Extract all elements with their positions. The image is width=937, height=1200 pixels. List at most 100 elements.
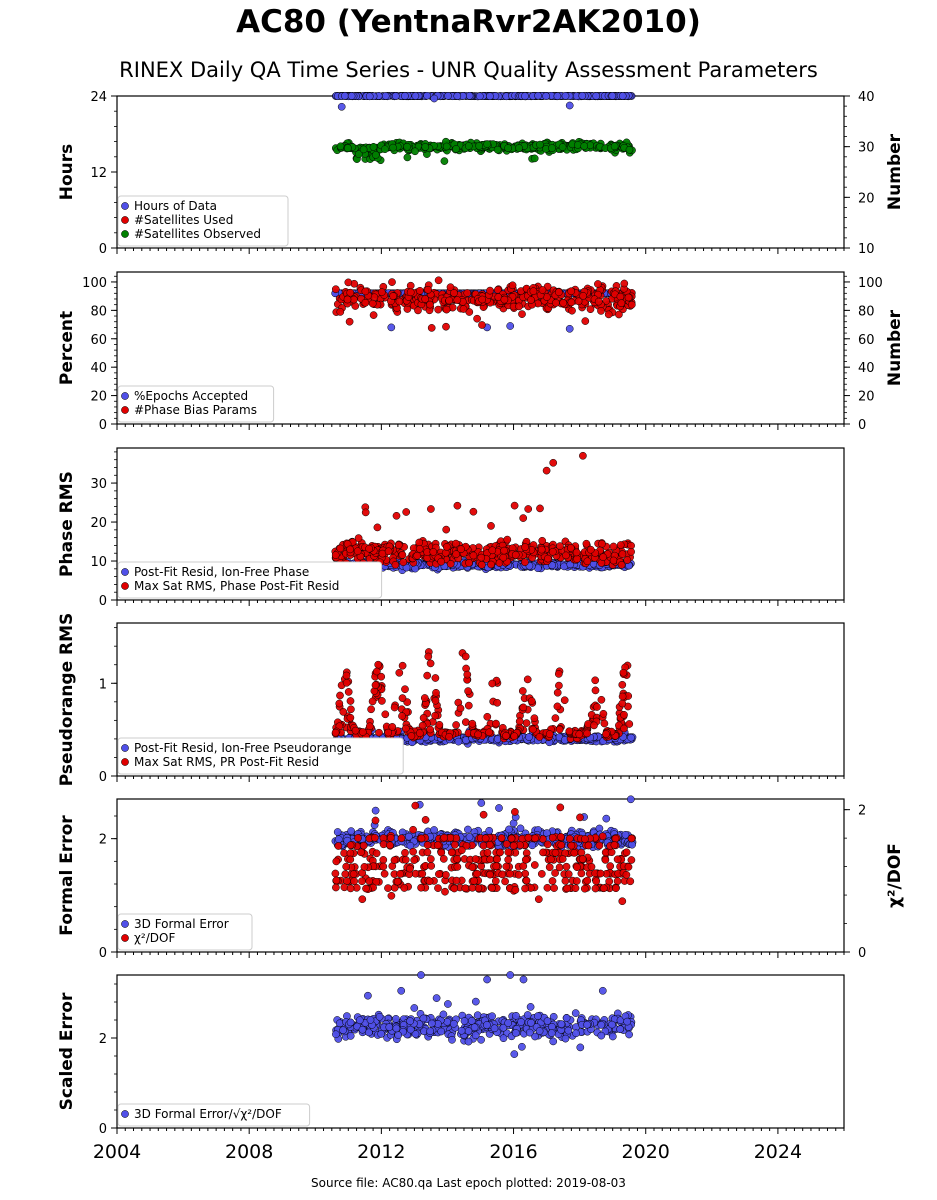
series-point [368,299,377,308]
series-point [592,92,601,100]
panel-3: 0 10 20 30 Phase RMS Post-Fit Resid, Ion-Free… [57,447,845,609]
series-point [486,92,494,101]
legend-box [117,913,253,951]
series-point [572,877,581,885]
series-point [354,150,363,159]
series-point [417,834,426,843]
series-point [406,288,415,297]
series-point [409,847,417,856]
legend-marker [121,202,129,210]
outlier-point [549,458,558,467]
series-point [346,545,354,554]
series-point [620,710,628,719]
series-point [426,659,435,668]
series-point [435,720,444,729]
series-point [504,855,513,864]
series-point [421,816,430,824]
series-point [360,863,369,871]
series-point [627,856,636,864]
series-point [452,721,460,729]
series-point [567,287,576,296]
series-point [462,841,471,850]
y-tick-label: 2 [99,833,107,848]
y-tick-label: 2 [99,1032,107,1047]
series-point [403,153,412,162]
series-point [411,869,420,878]
series-point [454,737,463,746]
y-right-tick-label: 20 [858,390,875,405]
series-point [371,806,380,815]
series-point [440,157,449,165]
series-point [342,671,351,680]
y-tick-label: 0 [99,242,107,257]
series-point [359,145,368,154]
series-point [457,545,465,554]
series-point [384,728,393,737]
series-point [511,551,520,559]
y-tick-label: 0 [99,594,107,609]
series-point [446,560,455,568]
series-point [423,92,431,100]
data-points [331,92,636,165]
series-point [554,288,563,297]
series-point [372,849,381,858]
series-point [580,884,589,893]
series-point [492,719,500,728]
series-point [567,298,576,307]
series-point [599,709,608,718]
series-point [336,308,345,316]
series-point [334,835,343,844]
series-point [618,680,627,689]
series-point [567,841,576,850]
series-point [474,730,482,739]
series-point [594,297,603,306]
series-point [477,553,486,562]
series-point [554,670,563,678]
series-point [573,863,581,872]
series-point [555,725,564,734]
series-point [398,712,406,720]
series-point [401,724,410,733]
series-point [371,816,380,825]
series-point [485,826,494,835]
series-point [486,855,494,864]
series-point [417,883,425,892]
series-point [602,730,610,738]
y-tick-label: 0 [99,770,107,785]
series-point [488,679,497,688]
series-point [413,551,422,560]
series-point [497,834,506,842]
series-point [556,803,565,812]
series-point [346,697,355,705]
series-point [461,884,470,893]
series-point [434,884,442,892]
series-point [371,151,380,159]
series-point [529,725,537,734]
y-tick-label: 0 [99,418,107,433]
series-point [361,298,370,307]
series-point [344,278,353,287]
legend-marker [121,920,129,928]
series-point [518,310,526,318]
series-point [477,799,486,807]
series-point [358,877,366,886]
series-point [372,877,381,886]
series-point [397,834,406,843]
series-point [508,281,517,290]
legend-marker [121,216,129,224]
series-point [336,544,345,553]
series-point [511,808,519,816]
series-point [442,871,450,879]
series-point [538,286,547,294]
series-point [442,543,451,551]
y-tick-label: 24 [90,90,107,105]
series-point [600,719,609,728]
series-point [434,276,443,285]
series-point [477,560,486,569]
series-point [452,550,461,558]
series-point [500,295,509,304]
